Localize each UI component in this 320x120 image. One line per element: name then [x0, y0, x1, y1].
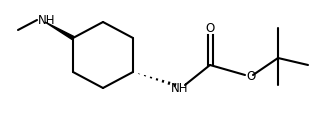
Text: O: O	[205, 21, 215, 35]
Text: O: O	[246, 71, 256, 84]
Text: NH: NH	[171, 81, 189, 95]
Text: NH: NH	[38, 14, 56, 27]
Polygon shape	[45, 22, 74, 39]
